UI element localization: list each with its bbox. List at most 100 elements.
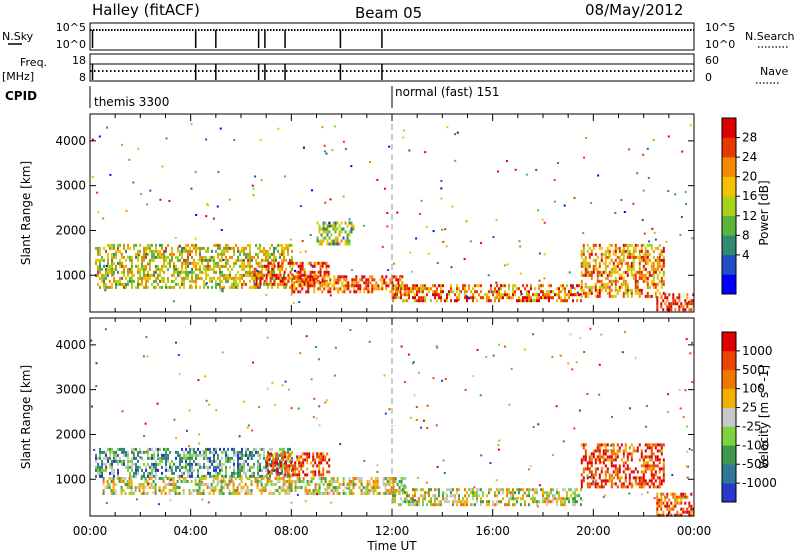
velocity-colorbar-tick-label-5: -100 — [742, 438, 769, 452]
power-yticks: 4000 3000 2000 1000 — [55, 134, 694, 282]
power-colorbar-tick-label-0: 28 — [742, 131, 757, 145]
power-panel: 4000 3000 2000 1000 Slant Range [km] — [19, 113, 695, 313]
x-tick-label-0: 00:00 — [73, 524, 108, 538]
freq-strip: Freq. [MHz] 18 8 60 0 Nave — [2, 53, 788, 84]
nave-tick-bottom: 0 — [705, 71, 712, 84]
freq-tick-bottom: 8 — [79, 71, 86, 84]
velocity-echo-band-0 — [95, 447, 293, 478]
velocity-colorbar-swatch-2 — [722, 445, 736, 465]
power-ytick-label-1: 3000 — [55, 179, 86, 193]
velocity-echo-band-3 — [392, 488, 582, 507]
velocity-colorbar-swatch-7 — [722, 350, 736, 371]
nsearch-tick-top: 10^5 — [705, 21, 735, 34]
power-colorbar-swatch-1 — [722, 254, 736, 275]
power-colorbar-tick-label-2: 20 — [742, 170, 757, 184]
power-echo-band-6 — [656, 293, 695, 312]
power-ytick-label-0: 4000 — [55, 134, 86, 148]
velocity-colorbar-tick-label-1: 500 — [742, 363, 765, 377]
power-ytick-label-3: 1000 — [55, 268, 86, 282]
power-colorbar-swatch-6 — [722, 157, 736, 177]
nsky-tick-bottom: 10^0 — [56, 38, 86, 51]
power-ylabel: Slant Range [km] — [19, 161, 33, 265]
x-axis-tick-labels: 00:00 04:00 08:00 12:00 16:00 20:00 00:00 — [73, 524, 712, 538]
velocity-colorbar-tick-label-6: -500 — [742, 457, 769, 471]
power-colorbar-tick-label-6: 4 — [742, 248, 750, 262]
power-colorbar-tick-label-4: 12 — [742, 209, 757, 223]
velocity-echo-band-1 — [102, 477, 407, 495]
x-axis-label: Time UT — [366, 539, 417, 553]
power-colorbar-swatch-2 — [722, 235, 736, 256]
power-colorbar-swatch-5 — [722, 176, 736, 197]
power-echo-band-3 — [316, 221, 355, 246]
power-colorbar-tick-label-5: 8 — [742, 228, 750, 242]
power-colorbar-ticks: 28 24 20 16 12 8 4 — [736, 131, 757, 262]
freq-frame — [89, 53, 695, 82]
nave-tick-top: 60 — [705, 54, 719, 67]
velocity-colorbar: 1000 500 100 25 -25 -100 -500 -1000 Velocity [m… — [721, 331, 777, 503]
velocity-ytick-label-1: 3000 — [55, 383, 86, 397]
velocity-colorbar-tick-label-2: 100 — [742, 382, 765, 396]
power-colorbar-tick-label-3: 16 — [742, 189, 757, 203]
cpid-segment-0: themis 3300 — [94, 95, 169, 109]
velocity-echoes — [90, 327, 695, 517]
velocity-colorbar-swatches — [722, 332, 736, 503]
beam-title: Beam 05 — [355, 4, 422, 22]
nsky-label: N.Sky — [2, 30, 34, 43]
x-tick-label-5: 20:00 — [576, 524, 611, 538]
nsky-strip: N.Sky 10^5 10^0 10^5 10^0 N.Search — [2, 21, 795, 51]
velocity-ylabel: Slant Range [km] — [19, 365, 33, 469]
nsearch-label: N.Search — [745, 30, 795, 43]
x-tick-label-6: 00:00 — [677, 524, 712, 538]
velocity-ytick-label-2: 2000 — [55, 427, 86, 441]
power-echo-band-0 — [95, 243, 293, 289]
power-sparse-echoes — [91, 123, 694, 304]
power-colorbar-swatches — [722, 118, 736, 295]
velocity-colorbar-swatch-4 — [722, 407, 736, 427]
velocity-colorbar-tick-label-0: 1000 — [742, 344, 773, 358]
velocity-colorbar-swatch-5 — [722, 388, 736, 408]
power-echoes — [91, 123, 695, 312]
power-colorbar-swatch-8 — [722, 118, 736, 138]
power-xticks — [89, 114, 695, 312]
freq-drops — [91, 64, 383, 80]
power-colorbar-frame — [721, 117, 737, 295]
velocity-colorbar-frame — [721, 331, 737, 503]
power-colorbar-swatch-4 — [722, 196, 736, 217]
cpid-segment-1: normal (fast) 151 — [395, 85, 499, 99]
date-title: 08/May/2012 — [585, 1, 683, 19]
station-title: Halley (fitACF) — [92, 1, 200, 19]
velocity-echo-band-5 — [656, 492, 695, 517]
power-colorbar-swatch-3 — [722, 215, 736, 236]
velocity-yticks: 4000 3000 2000 1000 — [55, 338, 694, 486]
x-tick-label-2: 08:00 — [274, 524, 309, 538]
velocity-colorbar-swatch-1 — [722, 464, 736, 484]
power-colorbar-swatch-7 — [722, 137, 736, 158]
nsky-tick-top: 10^5 — [56, 21, 86, 34]
x-tick-label-1: 04:00 — [173, 524, 208, 538]
velocity-echo-band-2 — [266, 452, 331, 477]
power-colorbar-label: Power [dB] — [757, 180, 771, 245]
freq-unit: [MHz] — [2, 70, 34, 83]
power-ytick-label-2: 2000 — [55, 223, 86, 237]
power-echo-band-5 — [580, 243, 665, 298]
velocity-colorbar-label: Velocity [m s^-1] — [757, 365, 771, 469]
velocity-sparse-echoes — [90, 327, 694, 508]
cpid-strip: CPID themis 3300 normal (fast) 151 — [5, 85, 499, 109]
velocity-colorbar-tick-label-7: -1000 — [742, 476, 777, 490]
velocity-colorbar-swatch-6 — [722, 369, 736, 389]
freq-tick-top: 18 — [72, 54, 86, 67]
velocity-colorbar-swatch-8 — [722, 332, 736, 352]
velocity-colorbar-swatch-3 — [722, 426, 736, 446]
velocity-ytick-label-0: 4000 — [55, 338, 86, 352]
velocity-colorbar-ticks: 1000 500 100 25 -25 -100 -500 -1000 — [736, 344, 777, 490]
velocity-ytick-label-3: 1000 — [55, 472, 86, 486]
velocity-xticks — [89, 318, 695, 516]
nsearch-tick-bottom: 10^0 — [705, 38, 735, 51]
power-echo-band-4 — [392, 284, 582, 303]
velocity-colorbar-swatch-0 — [722, 483, 736, 503]
velocity-colorbar-tick-label-4: -25 — [742, 419, 762, 433]
power-colorbar-swatch-0 — [722, 274, 736, 295]
nave-label: Nave — [760, 65, 788, 78]
cpid-label: CPID — [5, 89, 37, 103]
